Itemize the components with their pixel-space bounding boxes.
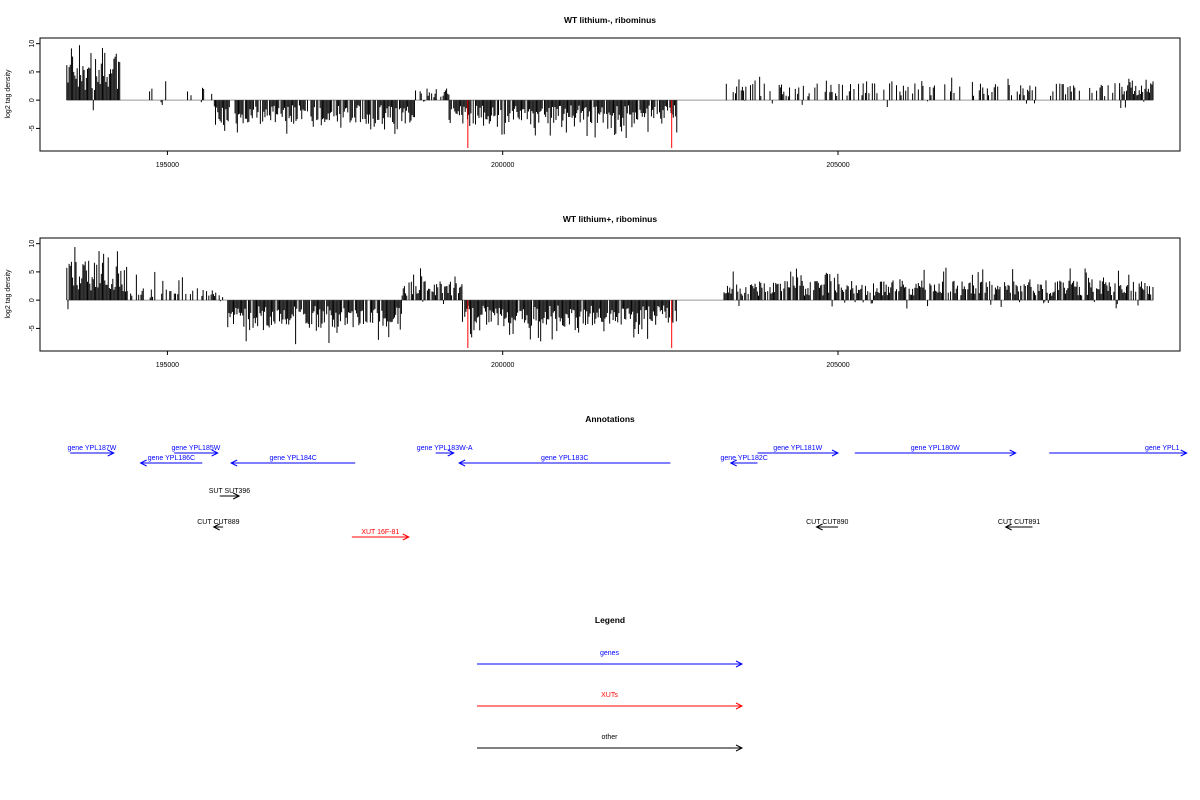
annotations-title: Annotations [585,414,635,424]
annotation-label: gene YPL186C [148,455,195,462]
y-tick-label: 5 [29,270,36,274]
annotation-label: gene YPL187W [68,445,117,452]
annotation-arrow-head [831,449,840,457]
y-tick-label: -5 [29,325,36,331]
y-axis-label: log2 tag density [5,269,12,319]
y-tick-label: 10 [29,240,36,248]
annotation-label: gene YPL183C [541,455,588,462]
annotation-arrow-head [815,523,823,531]
legend-arrow-head [735,702,744,710]
track-panel-lithium-minus: WT lithium-, ribominus log2 tag density … [5,15,1181,169]
annotation-label: gene YPL182C [720,455,767,462]
annotation-arrow-head [1004,523,1012,531]
x-tick-label: 205000 [826,162,849,169]
annotation-label: SUT SUT396 [209,488,251,495]
y-tick-label: 5 [29,70,36,74]
x-tick-label: 200000 [491,362,514,369]
y-tick-label: 0 [29,298,36,302]
y-tick-label: 10 [29,40,36,48]
legend-arrow-head [735,744,744,752]
x-axis-ticks: 195000 200000 205000 [156,351,850,369]
y-tick-label: -5 [29,125,36,131]
signal-bars [66,45,1154,138]
annotation-label: gene YPL1 [1145,445,1180,452]
annotation-arrow-head [139,459,147,467]
legend-arrow-head [735,660,744,668]
annotation-label: gene YPL184C [269,455,316,462]
x-tick-label: 195000 [156,162,179,169]
y-tick-label: 0 [29,98,36,102]
annotation-label: XUT 16F-81 [361,529,399,536]
plot-frame [39,237,1181,352]
annotation-arrow-head [232,492,241,500]
x-tick-label: 205000 [826,362,849,369]
annotation-arrow-head [1009,449,1017,457]
annotation-label: gene YPL180W [911,445,960,452]
y-axis-ticks: 10 5 0 -5 [29,240,40,332]
plot-frame [39,37,1181,152]
annotation-features: gene YPL187W gene YPL185W gene YPL186C gene… [68,445,1188,541]
x-tick-label: 200000 [491,162,514,169]
marker-lines [467,100,673,148]
legend-label: XUTs [601,692,618,699]
legend-label: other [602,734,619,741]
annotation-arrow-head [211,449,219,457]
legend-panel: Legend genes XUTs other [477,615,744,752]
annotations-panel: Annotations gene YPL187W gene YPL185Wgene… [68,414,1188,541]
annotation-label: CUT CUT889 [197,519,239,526]
annotation-arrow-head [447,449,455,457]
legend-items: genes XUTs other [477,650,744,752]
track-panel-lithium-plus: WT lithium+, ribominus log2 tag density … [5,214,1181,369]
x-axis-ticks: 195000 200000 205000 [156,151,850,169]
panel-title: WT lithium+, ribominus [563,214,657,224]
x-tick-label: 195000 [156,362,179,369]
annotation-arrow-head [229,459,238,467]
signal-bars [66,247,1154,345]
panel-title: WT lithium-, ribominus [564,15,656,25]
marker-lines [467,300,673,348]
annotation-label: gene YPL183W-A [417,445,473,452]
annotation-arrow-head [457,459,466,467]
legend-title: Legend [595,615,625,625]
legend-label: genes [600,650,620,657]
annotation-arrow-head [212,523,220,531]
annotation-arrow-head [1180,449,1188,457]
y-axis-ticks: 10 5 0 -5 [29,40,40,132]
annotation-arrow-head [729,459,737,467]
annotation-arrow-head [402,533,410,541]
y-axis-label: log2 tag density [5,69,12,119]
annotation-label: gene YPL181W [773,445,822,452]
annotation-label: CUT CUT891 [998,519,1040,526]
annotation-label: CUT CUT890 [806,519,848,526]
annotation-label: gene YPL185W [171,445,220,452]
annotation-arrow-head [107,449,115,457]
